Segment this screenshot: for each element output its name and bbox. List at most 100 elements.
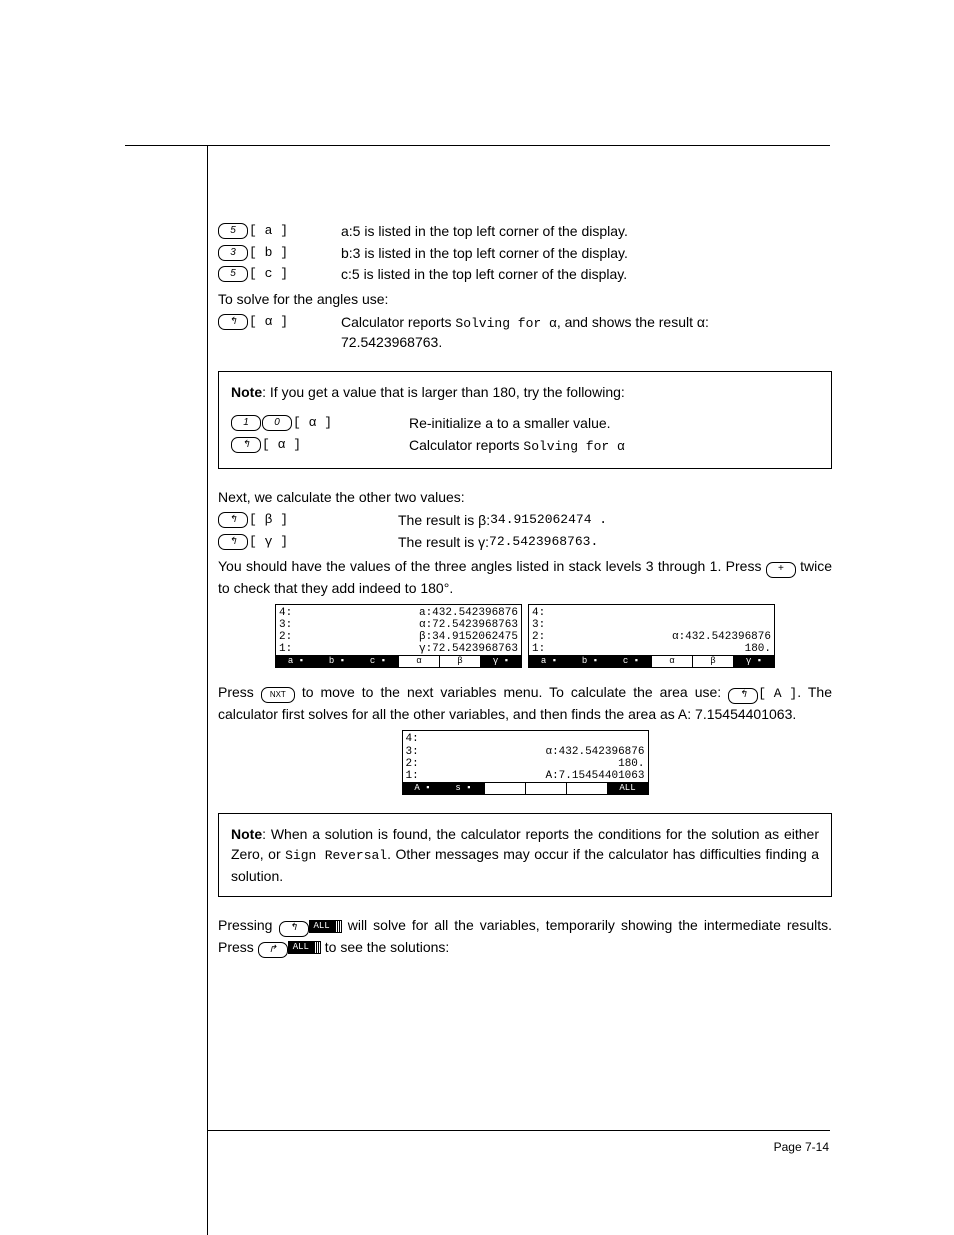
lcd-r: a:432.542396876 [419, 607, 518, 619]
result-row: ↰ [ β ] The result is β: 34.9152062474 . [218, 511, 832, 531]
note-title: Note [231, 384, 262, 400]
result-value: 72.5423968763. [489, 533, 598, 551]
key-3: 3 [218, 245, 248, 261]
text: Press [218, 684, 261, 700]
key-leftshift: ↰ [218, 512, 248, 528]
lcd-r: 180. [618, 758, 644, 770]
lcd-r: α:432.542396876 [545, 746, 644, 758]
softkey-beta: [ β ] [249, 511, 288, 529]
menu-item: ALL [608, 783, 648, 794]
step-list: 5 [ a ] a:5 is listed in the top left co… [218, 222, 832, 285]
rule-bottom [207, 1130, 830, 1131]
key-5b: 5 [218, 266, 248, 282]
mono: Solving for α [523, 439, 624, 454]
menu-item: b ▪ [570, 656, 611, 667]
lcd-l: 2: [532, 631, 545, 643]
lcd-l: 3: [532, 619, 545, 631]
note-box-1: Note: If you get a value that is larger … [218, 371, 832, 469]
note-box-2: Note: When a solution is found, the calc… [218, 813, 832, 897]
result-value: 34.9152062474 . [490, 511, 607, 529]
menu-item [485, 783, 526, 794]
result-label: The result is β: [398, 511, 490, 531]
note-text: : If you get a value that is larger than… [262, 384, 625, 400]
softkey-b: [ b ] [249, 244, 288, 262]
mono: Sign Reversal [285, 848, 387, 863]
menu-item: a ▪ [529, 656, 570, 667]
key-0: 0 [262, 415, 292, 431]
lcd-l: 1: [406, 770, 419, 782]
lcd-r: β:34.9152062475 [419, 631, 518, 643]
key-5: 5 [218, 223, 248, 239]
note-row: ↰ [ α ] Calculator reports Solving for α [231, 436, 819, 456]
lcd-menu: a ▪ b ▪ c ▪ α β γ ▪ [276, 655, 521, 667]
page: 5 [ a ] a:5 is listed in the top left co… [0, 0, 954, 1235]
menu-item: β [693, 656, 734, 667]
final-para: Pressing ↰ALL will solve for all the var… [218, 915, 832, 958]
step-desc: b:3 is listed in the top left corner of … [341, 244, 628, 264]
menu-item: β [440, 656, 481, 667]
lcd-l: 1: [279, 643, 292, 655]
lcd-l: 3: [406, 746, 419, 758]
menu-all: ALL [288, 941, 314, 954]
rule-vertical [207, 145, 208, 1235]
menu-strip-icon [314, 941, 321, 954]
softkey-alpha: [ α ] [249, 313, 288, 331]
note-desc: Calculator reports Solving for α [409, 436, 625, 456]
note-title: Note [231, 826, 262, 842]
text: 72.5423968763. [341, 334, 442, 350]
step-row: 3 [ b ] b:3 is listed in the top left co… [218, 244, 832, 264]
key-leftshift: ↰ [218, 534, 248, 550]
softkey-a: [ a ] [249, 222, 288, 240]
lcd-r: γ:72.5423968763 [419, 643, 518, 655]
solve-desc: Calculator reports Solving for α, and sh… [341, 313, 709, 353]
step-row: 5 [ a ] a:5 is listed in the top left co… [218, 222, 832, 242]
menu-item: a ▪ [276, 656, 317, 667]
step-row: 5 [ c ] c:5 is listed in the top left co… [218, 265, 832, 285]
lcd-menu: a ▪ b ▪ c ▪ α β γ ▪ [529, 655, 774, 667]
text: , and shows the result α: [557, 314, 709, 330]
lcd-row-2: 4: 3: α:432.542396876 2: 180. 1: A:7.154544… [218, 730, 832, 794]
text: to move to the next variables menu. To c… [295, 684, 728, 700]
lcd-screen: 4: 3: 2: α:432.542396876 1: 180. a ▪ b ▪ c… [528, 604, 775, 668]
softkey-gamma: [ γ ] [249, 533, 288, 551]
lcd-l: 2: [406, 758, 419, 770]
key-leftshift: ↰ [728, 688, 758, 704]
lcd-menu: A ▪ s ▪ ALL [403, 782, 648, 794]
next-intro: Next, we calculate the other two values: [218, 487, 832, 507]
step-desc: a:5 is listed in the top left corner of … [341, 222, 628, 242]
lcd-row-1: 4: a:432.542396876 3: α:72.5423968763 2: β:… [218, 604, 832, 668]
lcd-l: 3: [279, 619, 292, 631]
menu-item: c ▪ [358, 656, 399, 667]
solve-intro: To solve for the angles use: [218, 289, 832, 309]
menu-item [567, 783, 608, 794]
text: Calculator reports [341, 314, 455, 330]
menu-all: ALL [309, 920, 335, 933]
lcd-l: 1: [532, 643, 545, 655]
menu-item: s ▪ [444, 783, 485, 794]
menu-item: α [399, 656, 440, 667]
text: You should have the values of the three … [218, 558, 766, 574]
lcd-r: α:72.5423968763 [419, 619, 518, 631]
lcd-r: A:7.15454401063 [545, 770, 644, 782]
key-leftshift: ↰ [218, 314, 248, 330]
key-1: 1 [231, 415, 261, 431]
lcd-l: 4: [406, 733, 419, 745]
lcd-r: 180. [745, 643, 771, 655]
mono: Solving for α [455, 316, 556, 331]
menu-item: c ▪ [611, 656, 652, 667]
key-leftshift: ↰ [279, 921, 309, 937]
softkey-area: [ A ] [758, 685, 797, 704]
rule-top [125, 145, 830, 146]
lcd-l: 4: [532, 607, 545, 619]
key-nxt: NXT [261, 687, 295, 703]
softkey-alpha: [ α ] [262, 436, 301, 454]
softkey-alpha: [ α ] [293, 414, 332, 432]
softkey-c: [ c ] [249, 265, 288, 283]
lcd-l: 2: [279, 631, 292, 643]
menu-item: α [652, 656, 693, 667]
result-label: The result is γ: [398, 533, 489, 553]
nxt-para: Press NXT to move to the next variables … [218, 682, 832, 724]
lcd-r: α:432.542396876 [672, 631, 771, 643]
result-row: ↰ [ γ ] The result is γ: 72.5423968763. [218, 533, 832, 553]
menu-item: A ▪ [403, 783, 444, 794]
